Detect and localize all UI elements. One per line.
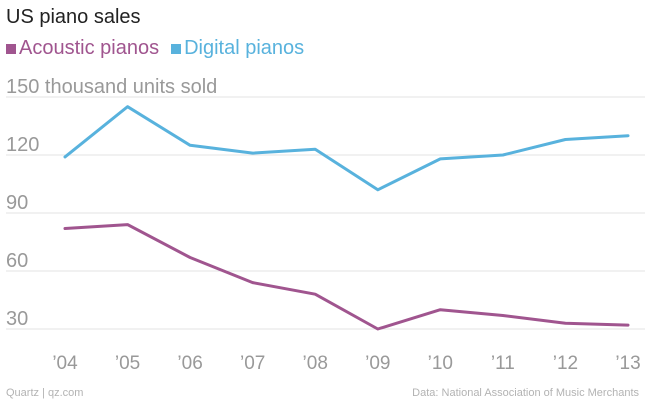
footer-source: Data: National Association of Music Merc… [412, 387, 639, 399]
y-tick-label-top: 150 thousand units sold [6, 76, 217, 98]
x-tick-label-9: ’13 [615, 353, 640, 374]
x-tick-label-8: ’12 [553, 353, 578, 374]
chart-title: US piano sales [6, 6, 141, 28]
x-tick-label-1: ’05 [115, 353, 140, 374]
x-tick-label-0: ’04 [52, 353, 78, 374]
legend: Acoustic pianos Digital pianos [6, 37, 316, 60]
x-tick-label-5: ’09 [365, 353, 390, 374]
x-tick-label-2: ’06 [177, 353, 202, 374]
x-tick-label-3: ’07 [240, 353, 265, 374]
y-tick-label-30: 30 [6, 308, 28, 330]
series-line-digital [63, 105, 630, 192]
x-tick-label-4: ’08 [303, 353, 328, 374]
x-tick-label-7: ’11 [491, 353, 515, 374]
footer-credit: Quartz | qz.com [6, 387, 84, 399]
y-tick-label-120: 120 [6, 134, 39, 156]
legend-label-digital: Digital pianos [184, 37, 305, 59]
legend-swatch-acoustic [6, 43, 16, 54]
x-tick-label-6: ’10 [428, 353, 453, 374]
series-line-acoustic [63, 223, 630, 331]
y-tick-label-90: 90 [6, 192, 28, 214]
legend-item-digital: Digital pianos [171, 37, 304, 60]
legend-item-acoustic: Acoustic pianos [6, 37, 159, 60]
legend-swatch-digital [171, 43, 182, 54]
y-tick-label-60: 60 [6, 250, 28, 272]
legend-label-acoustic: Acoustic pianos [19, 37, 160, 59]
